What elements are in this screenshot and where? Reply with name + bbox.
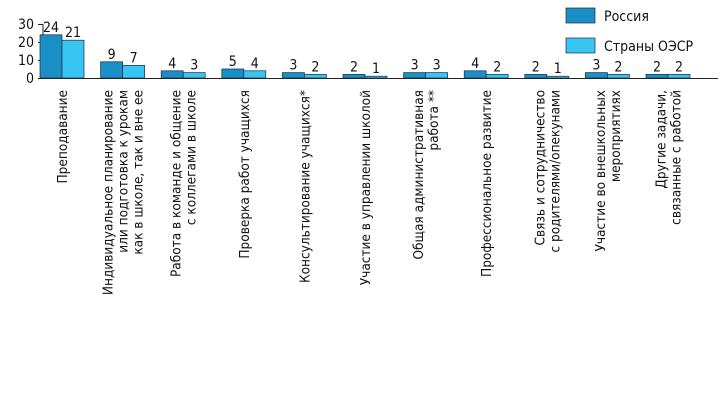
category-label-line: Общая административная [411, 90, 427, 260]
data-label: 2 [675, 59, 683, 75]
category-label: Работа в команде и общение с коллегами в … [169, 90, 200, 277]
category-label-line: Преподавание [55, 90, 71, 183]
category-label: Участие во внешкольных мероприятиях [593, 90, 624, 252]
data-label: 3 [411, 58, 419, 74]
y-tick-label: 20 [18, 35, 34, 51]
bar [607, 74, 630, 79]
bar [463, 70, 487, 79]
category-label-line: Работа в команде и общение [169, 90, 185, 277]
category-label-line: связанные с работой [669, 90, 685, 225]
legend-swatch [565, 37, 596, 54]
category-label: Другие задачи, связанные с работой [654, 90, 685, 225]
bar [364, 75, 388, 79]
bar [182, 72, 206, 79]
category-label-line: Проверка работ учащихся [237, 90, 253, 259]
category-label: Участие в управлении школой [358, 90, 374, 285]
category-label-line: Консультирование учащихся* [297, 90, 313, 283]
legend-swatch [565, 7, 596, 24]
data-label: 5 [229, 54, 237, 70]
category-label-line: Индивидуальное планирование [101, 90, 117, 295]
bar [39, 34, 63, 79]
category-label: Проверка работ учащихся [237, 90, 253, 259]
bar [61, 39, 85, 79]
category-label-line: Участие во внешкольных [593, 90, 609, 252]
category-label-line: мероприятиях [608, 90, 624, 182]
category-label-line: Профессиональное развитие [479, 90, 495, 277]
bar [485, 74, 509, 79]
bar [425, 72, 448, 79]
data-label: 2 [532, 59, 540, 75]
data-label: 1 [554, 61, 562, 77]
data-label: 4 [168, 56, 176, 72]
bar [100, 61, 123, 79]
data-label: 4 [251, 56, 259, 72]
category-label-line: с родителями/опекунами [547, 90, 563, 253]
data-label: 2 [311, 59, 319, 75]
category-label-line: работа ** [426, 90, 442, 151]
bar [122, 65, 145, 79]
data-label: 3 [433, 58, 441, 74]
data-label: 24 [43, 20, 59, 36]
bar [243, 70, 267, 79]
data-label: 9 [108, 47, 116, 63]
category-label-line: Участие в управлении школой [358, 90, 374, 285]
data-label: 4 [471, 56, 479, 72]
y-tick-label: 30 [18, 17, 34, 33]
data-label: 3 [190, 58, 198, 74]
category-label-line: или подготовка к урокам [116, 90, 132, 253]
bar [160, 70, 184, 79]
data-label: 3 [289, 58, 297, 74]
data-label: 3 [592, 58, 600, 74]
data-label: 2 [653, 59, 661, 75]
data-label: 2 [350, 59, 358, 75]
category-label: Преподавание [55, 90, 71, 183]
data-label: 1 [372, 61, 380, 77]
category-label-line: с коллегами в школе [184, 90, 200, 225]
category-label-line: Другие задачи, [654, 90, 670, 189]
y-tick-label: 0 [26, 71, 34, 87]
bar [546, 75, 570, 79]
category-label: Профессиональное развитие [479, 90, 495, 277]
bar [667, 74, 691, 79]
category-label: Индивидуальное планирование или подготовк… [101, 90, 147, 295]
bar [304, 74, 327, 79]
category-label: Консультирование учащихся* [297, 90, 313, 283]
data-label: 7 [130, 50, 138, 66]
legend-label: Россия [604, 9, 649, 25]
bar [221, 68, 245, 79]
data-label: 21 [65, 25, 81, 41]
category-label: Общая административная работа ** [411, 90, 442, 260]
data-label: 2 [493, 59, 501, 75]
data-label: 2 [614, 59, 622, 75]
category-label: Связь и сотрудничество с родителями/опеку… [532, 90, 563, 253]
y-tick-label: 10 [18, 53, 34, 69]
category-label-line: как в школе, так и вне ее [131, 90, 147, 255]
category-label-line: Связь и сотрудничество [532, 90, 548, 245]
legend-label: Страны ОЭСР [604, 39, 694, 55]
